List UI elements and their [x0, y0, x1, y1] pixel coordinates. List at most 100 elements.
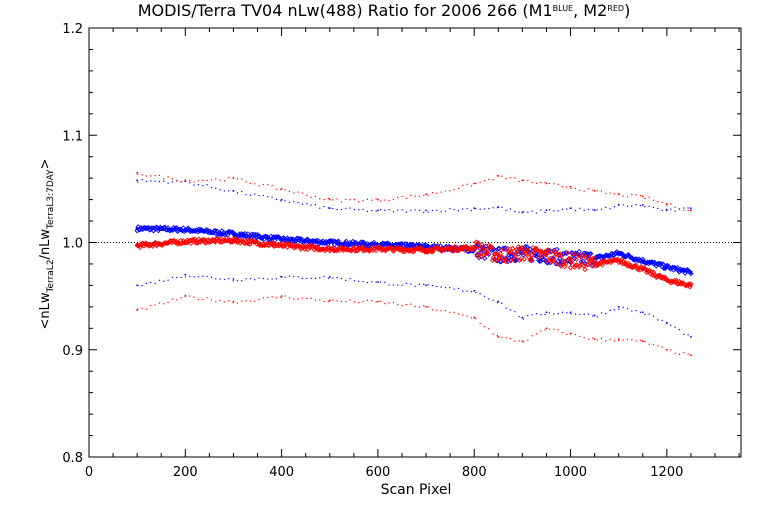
- chart-title: MODIS/Terra TV04 nLw(488) Ratio for 2006…: [137, 1, 631, 20]
- data-point: [492, 299, 494, 301]
- data-point: [641, 204, 644, 206]
- data-point: [476, 250, 482, 256]
- data-point: [687, 284, 693, 290]
- data-point: [136, 179, 139, 182]
- data-point: [327, 207, 330, 209]
- data-point: [670, 203, 672, 205]
- data-point: [639, 339, 642, 341]
- data-point: [522, 341, 525, 343]
- data-point: [570, 313, 572, 315]
- data-point: [401, 209, 403, 211]
- data-point: [589, 258, 595, 264]
- data-point: [306, 194, 308, 196]
- data-point: [429, 249, 435, 255]
- data-point: [523, 251, 529, 258]
- data-point: [561, 332, 564, 334]
- data-point: [252, 238, 259, 244]
- data-point: [440, 191, 442, 193]
- data-point: [449, 248, 455, 254]
- data-point: [314, 195, 317, 198]
- data-point: [545, 182, 548, 185]
- data-point: [275, 278, 278, 280]
- data-point: [327, 197, 330, 199]
- data-point: [457, 210, 460, 212]
- data-point: [150, 175, 152, 177]
- data-point: [670, 324, 672, 326]
- data-point: [475, 240, 481, 246]
- data-point: [505, 178, 507, 180]
- data-point: [141, 307, 143, 309]
- data-point: [358, 201, 360, 203]
- data-point: [371, 239, 377, 245]
- data-point: [432, 244, 438, 251]
- data-point: [436, 285, 438, 288]
- data-point: [223, 278, 226, 281]
- data-point: [258, 195, 260, 197]
- data-point: [171, 178, 174, 180]
- data-point: [535, 333, 538, 335]
- data-point: [574, 313, 577, 315]
- data-point: [328, 198, 331, 201]
- data-point: [635, 203, 637, 206]
- data-point: [522, 179, 525, 181]
- data-point: [271, 185, 273, 187]
- data-point: [617, 305, 620, 308]
- data-point: [496, 301, 499, 304]
- data-point: [397, 209, 399, 211]
- data-point: [540, 330, 542, 332]
- data-point: [687, 334, 689, 336]
- data-point: [280, 276, 282, 278]
- data-point: [521, 179, 524, 182]
- data-point: [631, 263, 637, 269]
- data-point: [280, 188, 282, 190]
- data-point: [258, 185, 260, 187]
- data-point: [449, 286, 451, 289]
- data-point: [402, 241, 408, 247]
- data-point: [492, 333, 494, 335]
- data-point: [366, 281, 369, 284]
- data-point: [683, 333, 685, 336]
- data-point: [215, 301, 217, 303]
- data-point: [249, 194, 252, 196]
- data-point: [189, 182, 191, 184]
- data-point: [506, 249, 512, 255]
- data-point: [665, 202, 668, 205]
- data-point: [170, 227, 176, 233]
- data-point: [210, 179, 213, 181]
- data-point: [180, 276, 182, 279]
- data-point: [283, 241, 290, 247]
- data-point: [514, 310, 516, 313]
- data-point: [579, 207, 581, 209]
- data-point: [425, 209, 427, 212]
- data-point: [241, 280, 243, 282]
- data-point: [521, 316, 524, 319]
- y-axis-label: <nLwTerraL2/nLwTerraL3:7DAY>: [38, 158, 56, 330]
- data-point: [137, 244, 143, 251]
- data-point: [408, 242, 414, 248]
- data-point: [461, 247, 468, 253]
- data-point: [453, 209, 455, 211]
- data-point: [583, 209, 585, 211]
- data-point: [641, 195, 644, 198]
- data-point: [423, 242, 429, 248]
- data-point: [535, 252, 541, 258]
- data-point: [267, 195, 269, 198]
- data-point: [414, 305, 416, 308]
- data-point: [232, 300, 235, 303]
- data-point: [652, 206, 655, 209]
- data-point: [137, 308, 139, 310]
- data-point: [473, 316, 476, 319]
- data-point: [574, 209, 577, 212]
- data-point: [150, 180, 152, 182]
- data-point: [427, 306, 429, 308]
- data-point: [661, 346, 663, 348]
- data-point: [228, 190, 230, 192]
- data-point: [180, 181, 182, 183]
- data-point: [585, 262, 591, 268]
- data-point: [566, 255, 573, 262]
- data-point: [284, 276, 286, 278]
- data-point: [488, 244, 495, 251]
- data-point: [167, 279, 169, 281]
- data-point: [649, 272, 656, 278]
- data-point: [245, 194, 247, 196]
